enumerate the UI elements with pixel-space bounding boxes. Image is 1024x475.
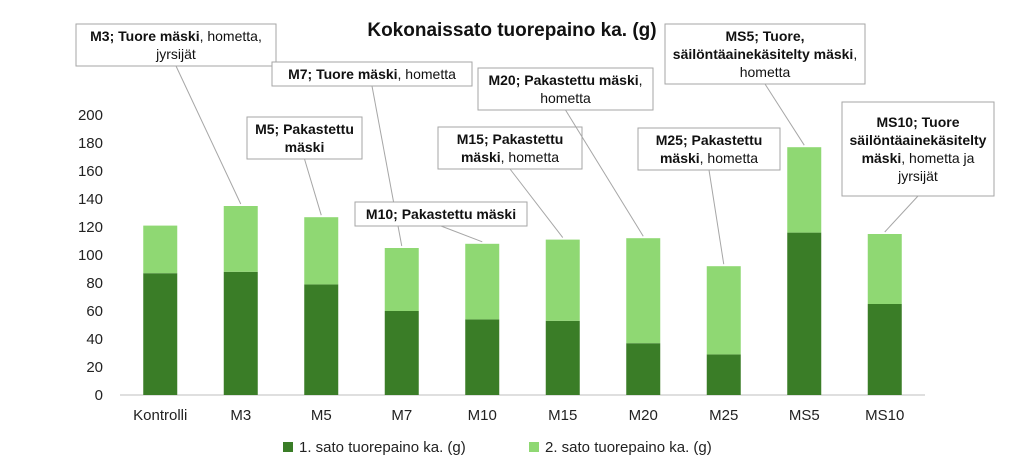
legend-swatch bbox=[283, 442, 293, 452]
bars bbox=[143, 147, 902, 395]
legend-label: 1. sato tuorepaino ka. (g) bbox=[299, 439, 466, 456]
callout-box bbox=[354, 201, 528, 227]
callout-text-line: säilöntäainekäsitelty mäski, bbox=[673, 46, 857, 62]
y-tick-label: 120 bbox=[78, 219, 103, 236]
callout-box bbox=[477, 67, 654, 111]
legend: 1. sato tuorepaino ka. (g) 2. sato tuorep… bbox=[283, 439, 712, 456]
y-tick-label: 180 bbox=[78, 135, 103, 152]
callout-m7: M7; Tuore mäski, hometta bbox=[271, 61, 473, 247]
bar-segment-series-2 bbox=[304, 217, 339, 285]
callout-text-line: mäski, hometta bbox=[461, 149, 559, 165]
legend-item-series-2: 2. sato tuorepaino ka. (g) bbox=[529, 439, 712, 456]
callout-text-line: M25; Pakastettu bbox=[656, 132, 763, 148]
callout-m20: M20; Pakastettu mäski, hometta bbox=[477, 67, 654, 237]
bar-segment-series-2 bbox=[867, 234, 902, 304]
callout-box bbox=[637, 127, 781, 171]
x-tick-label: M15 bbox=[548, 407, 577, 424]
bar-segment-series-2 bbox=[143, 225, 178, 274]
x-tick-label: Kontrolli bbox=[133, 407, 187, 424]
y-tick-label: 0 bbox=[95, 387, 103, 404]
bar-segment-series-2 bbox=[706, 266, 741, 355]
y-tick-label: 140 bbox=[78, 191, 103, 208]
bar-segment-series-2 bbox=[626, 238, 661, 344]
bar-segment-series-1 bbox=[223, 271, 258, 395]
bar-segment-series-1 bbox=[787, 232, 822, 395]
callout-text-line: jyrsijät bbox=[897, 168, 938, 184]
callout-leader-line bbox=[884, 195, 919, 233]
bar-segment-series-2 bbox=[465, 243, 500, 320]
x-axis: Kontrolli M3 M5 M7 M10 M15 M20 M25 MS5 MS10 bbox=[120, 394, 925, 424]
bar-segment-series-1 bbox=[465, 319, 500, 395]
callout-text-line: M15; Pakastettu bbox=[457, 131, 564, 147]
bar-segment-series-1 bbox=[545, 320, 580, 395]
callout-text-line: M7; Tuore mäski, hometta bbox=[288, 66, 456, 82]
callout-leader-line bbox=[764, 83, 805, 146]
y-tick-label: 200 bbox=[78, 107, 103, 124]
callout-text-line: jyrsijät bbox=[155, 46, 196, 62]
callout-box bbox=[664, 23, 866, 85]
y-tick-label: 60 bbox=[86, 303, 103, 320]
bar-segment-series-1 bbox=[626, 343, 661, 395]
callout-text-line: MS5; Tuore, bbox=[725, 28, 804, 44]
y-tick-label: 40 bbox=[86, 331, 103, 348]
callout-text-line: hometta bbox=[740, 64, 791, 80]
bar-segment-series-2 bbox=[787, 147, 822, 233]
callout-text-line: mäski bbox=[285, 139, 325, 155]
callout-leader-line bbox=[440, 225, 483, 243]
legend-item-series-1: 1. sato tuorepaino ka. (g) bbox=[283, 439, 466, 456]
bar-segment-series-2 bbox=[223, 206, 258, 272]
x-tick-label: M25 bbox=[709, 407, 738, 424]
callout-text-line: MS10; Tuore bbox=[877, 114, 960, 130]
callout-m15: M15; Pakastettu mäski, hometta bbox=[437, 126, 583, 238]
y-tick-label: 20 bbox=[86, 359, 103, 376]
callout-text-line: säilöntäainekäsitelty bbox=[850, 132, 987, 148]
callout-leader-line bbox=[509, 168, 564, 238]
callout-box bbox=[841, 101, 995, 197]
callout-leader-line bbox=[304, 158, 322, 216]
x-tick-label: M20 bbox=[629, 407, 658, 424]
bar-segment-series-1 bbox=[384, 311, 419, 395]
callout-leader-line bbox=[175, 65, 242, 205]
callout-box bbox=[271, 61, 473, 87]
callouts: M3; Tuore mäski, hometta, jyrsijät M5; Pak… bbox=[75, 23, 995, 265]
y-tick-label: 100 bbox=[78, 247, 103, 264]
bar-segment-series-1 bbox=[143, 273, 178, 395]
callout-m5: M5; Pakastettu mäski bbox=[246, 116, 363, 216]
bar-segment-series-2 bbox=[545, 239, 580, 321]
callout-text-line: M20; Pakastettu mäski, bbox=[488, 72, 642, 88]
callout-text-line: M10; Pakastettu mäski bbox=[366, 206, 516, 222]
callout-text-line: mäski, hometta ja bbox=[862, 150, 975, 166]
legend-label: 2. sato tuorepaino ka. (g) bbox=[545, 439, 712, 456]
callout-leader-line bbox=[708, 169, 725, 265]
callout-leader-line bbox=[565, 109, 644, 237]
callout-text-line: M3; Tuore mäski, hometta, bbox=[90, 28, 262, 44]
y-axis: 0 20 40 60 80 100 120 140 160 180 200 bbox=[78, 107, 103, 404]
legend-swatch bbox=[529, 442, 539, 452]
callout-text-line: mäski, hometta bbox=[660, 150, 758, 166]
bar-segment-series-1 bbox=[706, 354, 741, 395]
callout-m10: M10; Pakastettu mäski bbox=[354, 201, 528, 243]
callout-m3: M3; Tuore mäski, hometta, jyrsijät bbox=[75, 23, 277, 205]
y-tick-label: 160 bbox=[78, 163, 103, 180]
callout-text-line: hometta bbox=[540, 90, 591, 106]
callout-ms10: MS10; Tuore säilöntäainekäsitelty mäski, h… bbox=[841, 101, 995, 233]
x-tick-label: M5 bbox=[311, 407, 332, 424]
bar-segment-series-2 bbox=[384, 248, 419, 311]
callout-m25: M25; Pakastettu mäski, hometta bbox=[637, 127, 781, 265]
chart-title: Kokonaissato tuorepaino ka. (g) bbox=[367, 20, 656, 41]
callout-box bbox=[75, 23, 277, 67]
y-tick-label: 80 bbox=[86, 275, 103, 292]
callout-ms5: MS5; Tuore, säilöntäainekäsitelty mäski, h… bbox=[664, 23, 866, 146]
x-tick-label: MS5 bbox=[789, 407, 820, 424]
x-tick-label: MS10 bbox=[865, 407, 904, 424]
callout-text-line: M5; Pakastettu bbox=[255, 121, 354, 137]
x-tick-label: M3 bbox=[230, 407, 251, 424]
bar-segment-series-1 bbox=[867, 304, 902, 395]
callout-box bbox=[246, 116, 363, 160]
x-tick-label: M10 bbox=[468, 407, 497, 424]
bar-segment-series-1 bbox=[304, 284, 339, 395]
callout-box bbox=[437, 126, 583, 170]
x-tick-label: M7 bbox=[391, 407, 412, 424]
